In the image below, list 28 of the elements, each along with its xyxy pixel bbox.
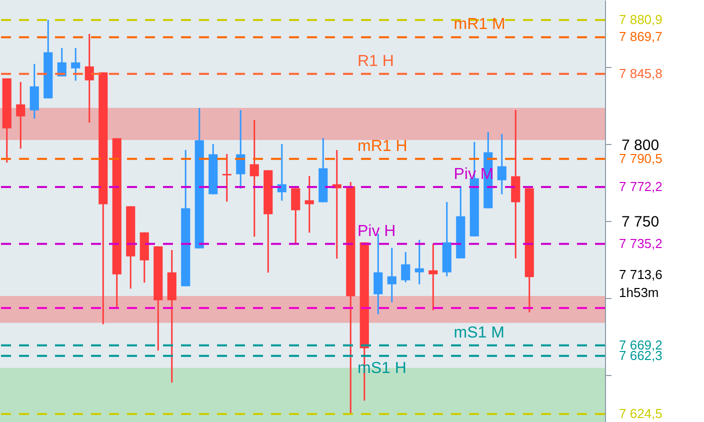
annotation: Piv H [358, 222, 396, 240]
candlestick [277, 143, 286, 202]
annotation: mR1 H [358, 138, 408, 155]
candlestick [71, 47, 80, 82]
ref-line-label: 7 772,2 [619, 179, 662, 194]
candlestick [84, 33, 94, 124]
candlestick [428, 243, 438, 312]
ref-line-label: 7 845,8 [619, 66, 662, 81]
candlestick [304, 175, 314, 234]
ref-line-label: 7 869,7 [619, 29, 662, 44]
ref-line-label: 7 624,5 [619, 406, 662, 422]
candlestick [250, 119, 259, 238]
ref-line-label: 7 735,2 [619, 236, 662, 251]
candlestick [414, 239, 424, 286]
text: 7 713,6 [619, 267, 662, 282]
annotation: mS1 M [454, 324, 504, 342]
candlestick [16, 81, 26, 150]
annotation: R1 H [358, 52, 394, 70]
candlestick [222, 153, 232, 202]
text: 1h53m [619, 285, 659, 300]
candlestick [291, 188, 300, 246]
candlestick [387, 247, 396, 304]
candlestick [497, 133, 506, 195]
candlestick [30, 63, 39, 120]
ref-line-label: 7 880,9 [619, 12, 662, 27]
candlestick [401, 251, 410, 284]
annotation: mR1 M [454, 16, 506, 34]
y-tick-label: 7 750 [622, 214, 660, 231]
